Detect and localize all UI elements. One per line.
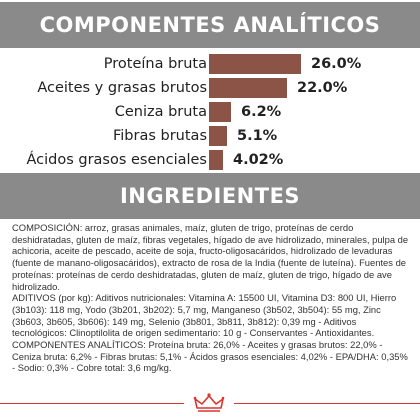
analytical-row-bar: [209, 78, 287, 98]
analytical-row-label: Fibras brutas: [112, 128, 207, 144]
ingredients-paragraph: COMPONENTES ANALÍTICOS: Proteína bruta: …: [12, 339, 408, 374]
analytical-row-value: 4.02%: [233, 152, 284, 168]
analytical-row-value: 5.1%: [237, 128, 278, 144]
analytical-row-label: Ácidos grasos esenciales: [26, 152, 207, 168]
analytical-row-bar: [209, 126, 227, 146]
analytical-header: COMPONENTES ANALÍTICOS: [0, 2, 420, 48]
analytical-row-value: 6.2%: [241, 104, 282, 120]
footer-divider-left: [0, 403, 184, 404]
analytical-row: Proteína bruta 26.0%: [0, 52, 420, 76]
ingredients-paragraph: COMPOSICIÓN: arroz, grasas animales, maí…: [12, 222, 409, 292]
royal-canin-crown-icon: [193, 393, 225, 412]
ingredients-text: COMPOSICIÓN: arroz, grasas animales, maí…: [12, 222, 410, 374]
analytical-title: COMPONENTES ANALÍTICOS: [39, 13, 381, 37]
analytical-row-bar: [209, 54, 301, 74]
analytical-row-value: 22.0%: [297, 80, 348, 96]
ingredients-title: INGREDIENTES: [119, 184, 301, 208]
analytical-row-value: 26.0%: [311, 56, 362, 72]
analytical-row-label: Aceites y grasas brutos: [37, 80, 207, 96]
ingredients-paragraph: ADITIVOS (por kg): Aditivos nutricionale…: [12, 292, 397, 339]
analytical-row: Fibras brutas 5.1%: [0, 124, 420, 148]
analytical-row: Ceniza bruta 6.2%: [0, 100, 420, 124]
analytical-row: Ácidos grasos esenciales 4.02%: [0, 148, 420, 172]
ingredients-header: INGREDIENTES: [0, 173, 420, 219]
footer-divider-right: [234, 403, 420, 404]
analytical-row-label: Proteína bruta: [103, 56, 207, 72]
analytical-row: Aceites y grasas brutos 22.0%: [0, 76, 420, 100]
analytical-row-bar: [209, 150, 223, 170]
analytical-row-label: Ceniza bruta: [114, 104, 207, 120]
analytical-row-bar: [209, 102, 231, 122]
